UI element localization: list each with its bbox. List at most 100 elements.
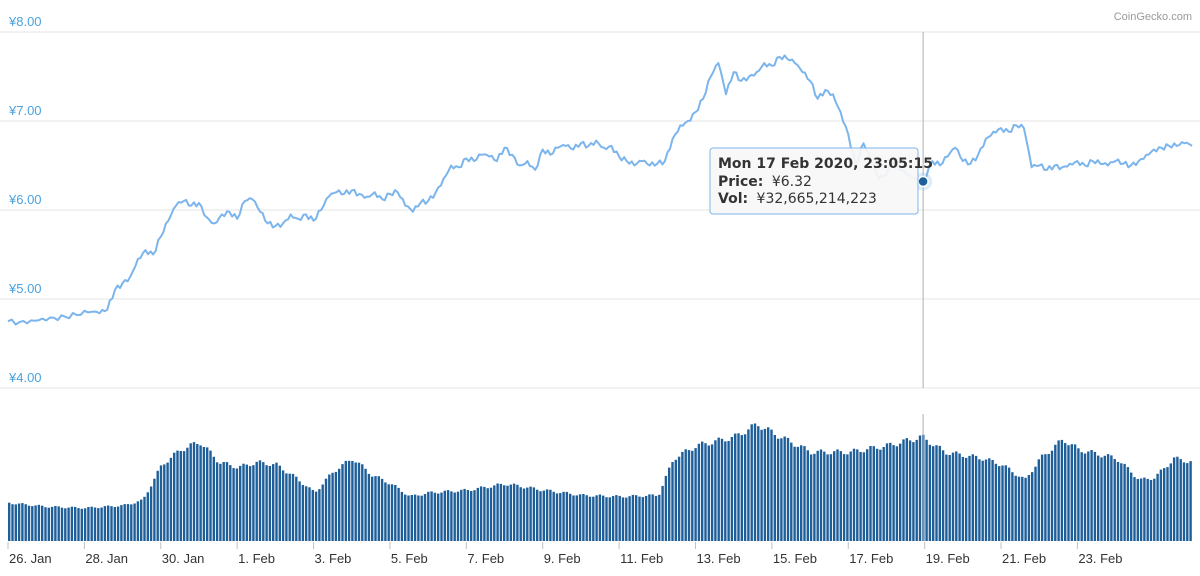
volume-bar [1130, 472, 1133, 541]
volume-bar [529, 486, 532, 541]
volume-bar [34, 505, 37, 541]
volume-bar [31, 506, 34, 541]
volume-bar [272, 464, 275, 541]
volume-bar [734, 433, 737, 541]
volume-bar [433, 492, 437, 541]
volume-bar [301, 485, 305, 541]
volume-bar [836, 449, 839, 541]
volume-bar [321, 484, 324, 541]
volume-bar [60, 507, 64, 541]
volume-bar [740, 435, 743, 541]
volume-bar [308, 487, 311, 541]
price-axis: ¥8.00 ¥7.00 ¥6.00 ¥5.00 ¥4.00 [8, 14, 42, 385]
volume-bar [1166, 467, 1169, 541]
volume-bar [984, 459, 988, 541]
volume-bar [971, 454, 974, 541]
volume-bar [331, 472, 334, 541]
volume-bar [747, 429, 750, 541]
volume-bar [575, 495, 578, 541]
price-marker[interactable] [917, 175, 929, 188]
tooltip-date: Mon 17 Feb 2020, 23:05:15 [718, 156, 933, 172]
volume-bar [265, 465, 268, 541]
volume-bar [1097, 455, 1100, 541]
volume-bar [691, 450, 694, 541]
volume-bar [545, 489, 549, 541]
volume-bar [671, 462, 674, 541]
volume-bar [767, 427, 770, 541]
y-tick-label: ¥5.00 [8, 281, 42, 296]
volume-bar [783, 436, 786, 541]
volume-bar [1179, 459, 1182, 541]
volume-bar [522, 488, 526, 541]
volume-bar [479, 486, 483, 541]
volume-bar [374, 476, 377, 541]
volume-bar [235, 468, 239, 541]
volume-bar [628, 496, 631, 541]
volume-bar [780, 438, 783, 541]
volume-bar [153, 478, 156, 541]
volume-bar [169, 457, 173, 541]
volume-bar [1024, 477, 1027, 541]
volume-bar [644, 495, 648, 541]
volume-bar [1163, 468, 1166, 541]
volume-bar [882, 447, 885, 541]
volume-bar [674, 459, 677, 541]
volume-bar [941, 450, 945, 541]
volume-bar [41, 505, 44, 541]
volume-bar [196, 444, 199, 541]
volume-bar [602, 495, 605, 541]
volume-bar [552, 491, 555, 541]
volume-bar [1103, 455, 1106, 541]
volume-bar [925, 439, 928, 541]
volume-bar [212, 456, 215, 541]
volume-bar [1120, 463, 1123, 541]
volume-bar [377, 476, 380, 541]
volume-bar [526, 487, 529, 541]
volume-bar [8, 502, 11, 541]
volume-bar [727, 441, 730, 541]
date-axis: 26. Jan 28. Jan 30. Jan 1. Feb 3. Feb 5. Feb 7… [7, 542, 1123, 566]
x-tick-label: 23. Feb [1078, 551, 1122, 566]
volume-bar [489, 487, 493, 541]
tooltip: Mon 17 Feb 2020, 23:05:15 Price: ¥6.32 V… [709, 147, 933, 215]
volume-bar [245, 464, 248, 541]
volume-bar [1186, 463, 1189, 541]
volume-bar [595, 495, 598, 541]
volume-bar [572, 495, 575, 541]
volume-bar [179, 451, 182, 541]
volume-bar [965, 457, 968, 541]
volume-bar [275, 462, 278, 541]
volume-bar [493, 485, 496, 541]
y-tick-label: ¥7.00 [8, 103, 42, 118]
volume-bar [1017, 476, 1021, 541]
volume-bar [1182, 462, 1186, 541]
volume-bar [1110, 455, 1113, 541]
volume-bar [582, 494, 585, 541]
volume-bar [288, 473, 291, 541]
volume-bar [430, 491, 433, 541]
tooltip-price-row: Price: ¥6.32 [718, 174, 812, 190]
volume-bar [753, 423, 757, 541]
volume-bar [222, 462, 225, 541]
volume-bar [849, 451, 852, 541]
volume-bar [100, 507, 103, 541]
volume-bar [1156, 473, 1159, 541]
volume-bar [1073, 444, 1077, 541]
tooltip-vol-value: ¥32,665,214,223 [757, 191, 877, 207]
volume-bar [1057, 440, 1060, 541]
volume-bar [806, 450, 809, 541]
volume-bar [578, 494, 582, 541]
credit-label[interactable]: CoinGecko.com [1114, 11, 1192, 23]
volume-bar [519, 487, 522, 541]
volume-bar [892, 445, 895, 541]
y-tick-label: ¥4.00 [8, 370, 42, 385]
volume-bar [737, 433, 740, 541]
volume-bar [714, 440, 717, 541]
volume-bar [291, 473, 295, 541]
volume-bar [1172, 457, 1176, 541]
volume-bar [351, 461, 354, 541]
volume-bar [615, 495, 618, 541]
volume-bar [1123, 463, 1126, 541]
volume-bar [285, 473, 288, 541]
volume-bar [1116, 462, 1120, 541]
